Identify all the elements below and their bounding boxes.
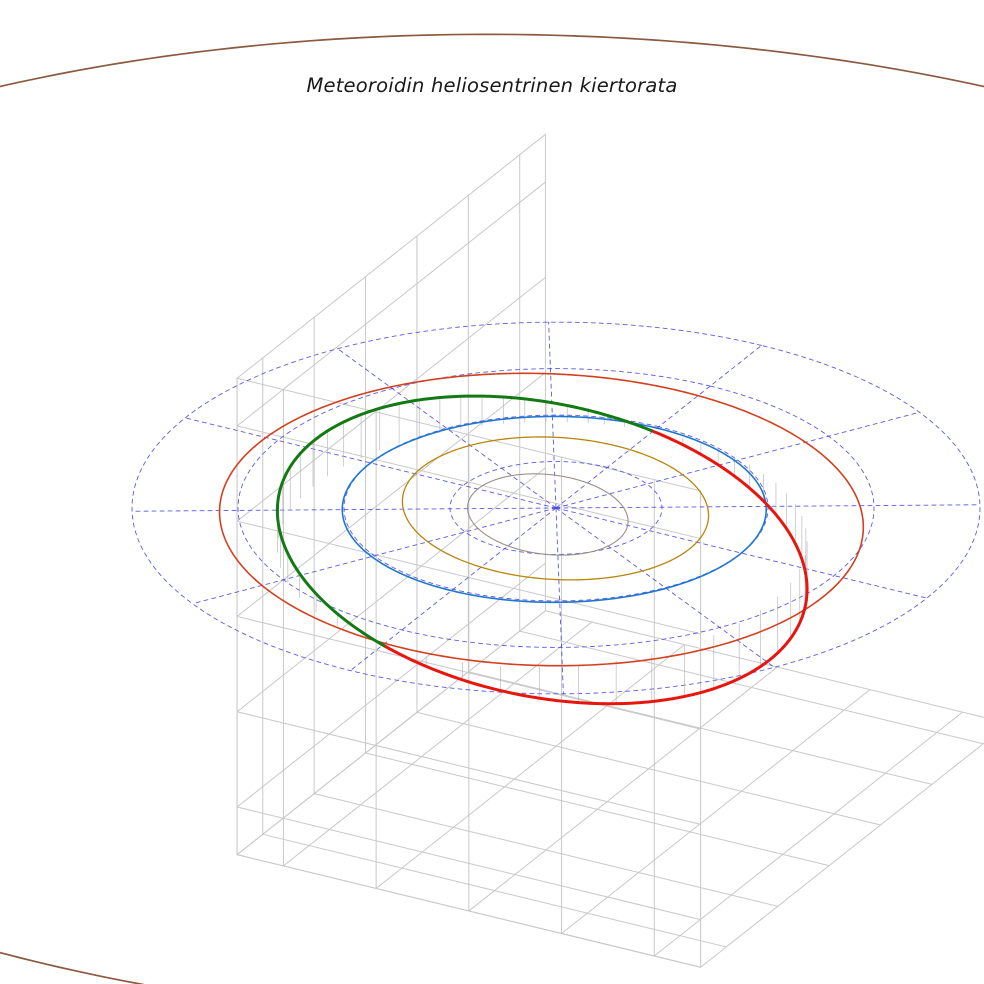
meteoroid-orbit	[275, 394, 809, 706]
ecliptic-spoke	[555, 411, 920, 509]
floor-grid-line	[468, 666, 778, 912]
ecliptic-spoke	[555, 507, 564, 695]
jupiter-orbit	[0, 33, 984, 984]
meteoroid-arc-above	[586, 408, 653, 432]
floor-grid-line	[561, 689, 871, 934]
orbit-maa	[341, 415, 768, 604]
ecliptic-spoke	[184, 417, 557, 509]
axes-panes	[236, 133, 984, 968]
ecliptic-spoke	[548, 321, 557, 509]
wall-grid-line	[236, 425, 702, 540]
ecliptic-spoke	[555, 507, 928, 599]
wall-grid-line	[236, 467, 546, 713]
wall-grid-line	[236, 276, 546, 522]
floor-grid-line	[653, 711, 964, 957]
meteoroid-arc-below	[384, 428, 809, 706]
orbit-venus	[401, 436, 710, 581]
orbit-merkurius	[467, 473, 629, 556]
ecliptic-spoke	[555, 507, 775, 668]
ecliptic-spoke	[192, 507, 557, 605]
floor-grid-line	[375, 644, 685, 889]
ecliptic-spoke	[349, 507, 557, 672]
planet-orbits	[218, 372, 865, 667]
floor-grid-line	[282, 621, 593, 867]
wall-grid-line	[236, 806, 702, 921]
ecliptic-polar-grid	[131, 321, 981, 695]
wall-grid-line	[236, 181, 546, 427]
wall-grid-line	[236, 562, 546, 808]
orbit-mars	[218, 372, 865, 667]
wall-grid-line	[236, 372, 546, 617]
ecliptic-spoke	[131, 507, 557, 512]
ecliptic-spoke	[337, 348, 557, 509]
ecliptic-ring	[131, 321, 981, 695]
jupiter-orbit-path	[0, 33, 984, 984]
ecliptic-spoke	[555, 344, 763, 509]
wall-grid-line	[236, 520, 702, 635]
meteoroid-arc-above	[275, 394, 590, 649]
page-title: Meteoroidin heliosentrinen kiertorata	[306, 74, 678, 97]
wall-grid-line	[236, 615, 702, 730]
wall-grid-line	[236, 711, 702, 825]
